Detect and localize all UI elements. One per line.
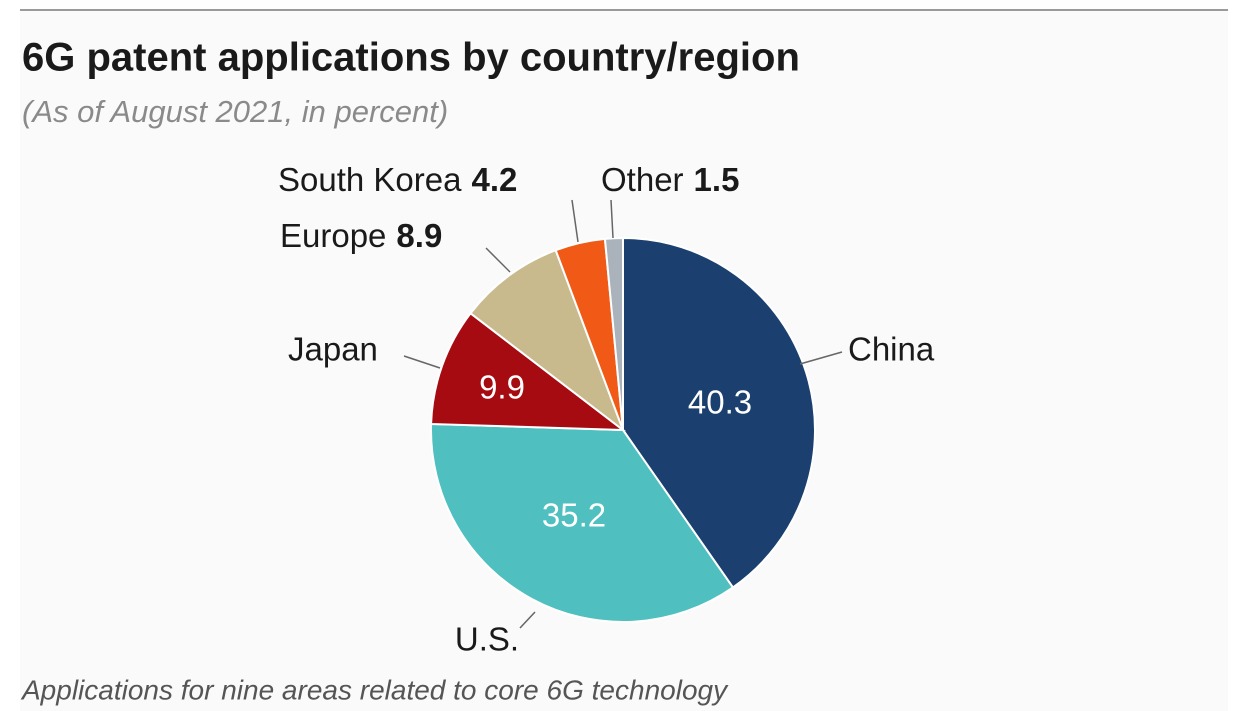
leader-line bbox=[485, 247, 511, 273]
value-label: 1.5 bbox=[694, 161, 740, 198]
value-label: 8.9 bbox=[396, 217, 442, 254]
slice-label: China bbox=[848, 331, 935, 368]
leader-line bbox=[519, 611, 536, 629]
chart-title: 6G patent applications by country/region bbox=[22, 36, 800, 80]
slice-label: U.S. bbox=[455, 621, 519, 658]
slice-label-group: South Korea 4.2 bbox=[278, 161, 517, 198]
value-label: 9.9 bbox=[479, 369, 525, 406]
footnote: Applications for nine areas related to c… bbox=[20, 674, 729, 705]
pie-slice bbox=[469, 248, 626, 433]
slice-label: Europe bbox=[280, 217, 386, 254]
value-label: 35.2 bbox=[542, 497, 606, 534]
slice-label: South Korea bbox=[278, 161, 462, 198]
value-label: 40.3 bbox=[688, 384, 752, 421]
slice-label: Japan bbox=[288, 331, 378, 368]
pie-slice bbox=[603, 236, 624, 431]
leader-line bbox=[571, 199, 579, 243]
pie-slice bbox=[430, 311, 627, 432]
slice-label-group: Other 1.5 bbox=[601, 161, 739, 198]
pie-slice bbox=[430, 422, 735, 623]
leader-line bbox=[610, 199, 614, 239]
leader-line bbox=[799, 351, 843, 365]
slice-label: Other bbox=[601, 161, 684, 198]
chart-subtitle: (As of August 2021, in percent) bbox=[22, 94, 448, 129]
leader-line bbox=[403, 355, 441, 369]
pie-slice bbox=[622, 236, 816, 589]
value-label: 4.2 bbox=[471, 161, 517, 198]
slice-label-group: Europe 8.9 bbox=[280, 217, 442, 254]
